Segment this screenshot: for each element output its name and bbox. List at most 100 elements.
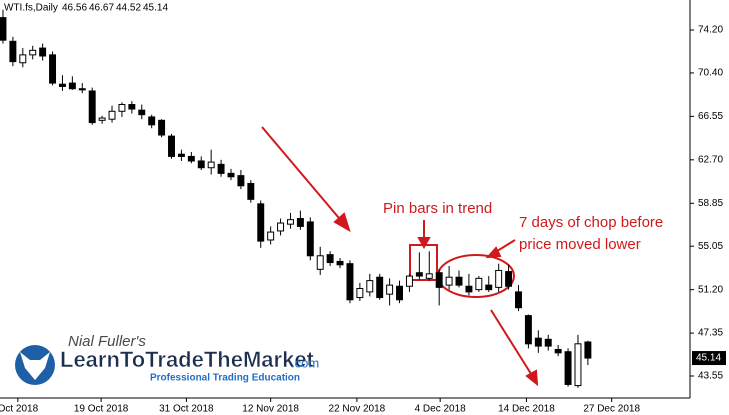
candle <box>197 156 205 170</box>
candle <box>386 278 394 306</box>
y-tick-label: 58.85 <box>698 198 723 209</box>
logo-author: Nial Fuller's <box>68 333 146 350</box>
candle <box>49 51 57 86</box>
candle <box>396 280 404 304</box>
candle-body <box>247 183 255 200</box>
candle-body <box>425 273 433 279</box>
candle-body <box>187 155 195 162</box>
candle <box>68 76 76 90</box>
candle-body <box>58 83 66 87</box>
candle-body <box>396 285 404 301</box>
logo-tagline: Professional Trading Education <box>150 373 300 384</box>
candle <box>524 314 532 349</box>
candle-body <box>88 90 96 124</box>
candle <box>445 265 453 290</box>
candle-body <box>534 337 542 347</box>
header-value: 45.14 <box>143 3 168 14</box>
candle-body <box>237 175 245 187</box>
candle <box>326 251 334 266</box>
candle-body <box>148 116 156 126</box>
candle-body <box>554 348 562 354</box>
candle-body <box>584 341 592 359</box>
y-tick-label: 43.55 <box>698 371 723 382</box>
candle-body <box>217 163 225 174</box>
x-tick-label: 4 Dec 2018 <box>415 404 467 415</box>
candle-body <box>515 291 522 309</box>
chart-title: WTI.fs,Daily <box>4 3 58 14</box>
candle <box>267 226 275 245</box>
candle <box>584 340 592 366</box>
price-marker <box>692 351 726 366</box>
candle <box>118 102 126 117</box>
x-tick-label: Oct 2018 <box>0 404 39 415</box>
candle-body <box>98 117 106 121</box>
candle-body <box>68 82 76 90</box>
candle-body <box>197 160 205 169</box>
candle <box>128 101 136 114</box>
candle <box>78 83 86 94</box>
candle-body <box>128 104 136 110</box>
candle-body <box>336 260 344 266</box>
logo-bull <box>20 352 50 380</box>
y-tick-label: 74.20 <box>698 25 723 36</box>
candle <box>515 285 522 312</box>
logo-brand: LearnToTradeTheMarket <box>60 347 315 372</box>
candle-body <box>29 49 37 56</box>
x-tick-label: 14 Dec 2018 <box>498 404 555 415</box>
candle-body <box>287 219 294 225</box>
candle <box>187 151 195 164</box>
candle <box>534 330 542 353</box>
candle-body <box>296 218 304 227</box>
candle <box>336 258 344 269</box>
candle <box>98 115 106 124</box>
candle <box>366 273 374 297</box>
logo: Nial Fuller's LearnToTradeTheMarket .com… <box>15 333 319 385</box>
y-tick-label: 51.20 <box>698 284 723 295</box>
candle <box>306 217 314 261</box>
candle <box>455 270 463 288</box>
candle <box>39 43 47 61</box>
candle <box>296 210 304 230</box>
header-value: 46.56 <box>62 3 87 14</box>
candle <box>88 87 96 125</box>
candle <box>564 348 572 387</box>
x-tick-label: 31 Oct 2018 <box>159 404 214 415</box>
candle <box>435 269 443 306</box>
candle-body <box>485 284 493 291</box>
y-tick-label: 70.40 <box>698 68 723 79</box>
candle-body <box>177 153 185 157</box>
candle <box>277 218 285 236</box>
candle-body <box>267 231 275 241</box>
candle-body <box>207 161 215 169</box>
header-value: 46.67 <box>89 3 114 14</box>
x-tick-label: 22 Nov 2018 <box>329 404 386 415</box>
candle <box>505 264 513 290</box>
candle <box>346 260 354 304</box>
candle <box>257 200 265 248</box>
candle-body <box>158 119 166 136</box>
candle <box>574 334 582 388</box>
annotation: Pin bars in trend <box>383 200 492 217</box>
candle <box>58 75 66 91</box>
candle <box>316 246 324 275</box>
candle-body <box>366 280 374 293</box>
candle <box>465 273 473 296</box>
candle-body <box>326 254 334 264</box>
candle-body <box>435 272 443 288</box>
candle <box>19 48 27 68</box>
candle-body <box>19 54 27 64</box>
candle <box>148 114 156 129</box>
candle-body <box>39 47 47 57</box>
y-tick-label: 55.05 <box>698 241 723 252</box>
candle <box>485 276 493 292</box>
candle <box>356 282 364 301</box>
arrowhead <box>485 246 502 259</box>
candle-body <box>524 315 532 345</box>
candle-body <box>78 88 86 91</box>
candle <box>237 169 245 190</box>
candle-body <box>168 135 175 157</box>
candle-body <box>9 40 17 63</box>
candle-body <box>564 351 572 385</box>
